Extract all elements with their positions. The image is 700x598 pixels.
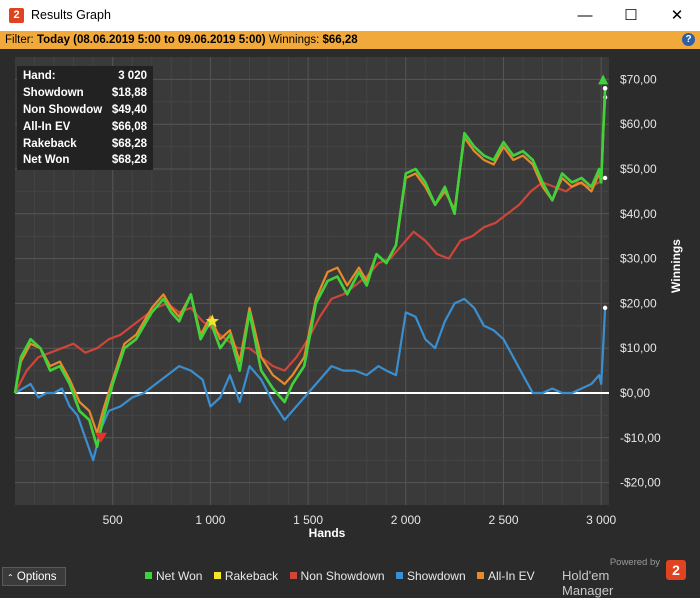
legend-label: Net Won [156, 569, 203, 583]
filter-bar: Filter: Today (08.06.2019 5:00 to 09.06.… [0, 31, 700, 49]
summary-row-all-in-ev: All-In EV $66,08 [23, 121, 149, 138]
series-end-point [602, 86, 608, 91]
x-tick-label: 2 500 [488, 513, 518, 527]
branding: Powered by Hold'em Manager 2 [562, 556, 692, 598]
y-tick-label: $20,00 [620, 296, 657, 310]
help-icon[interactable]: ? [682, 33, 695, 46]
y-tick-label: $60,00 [620, 117, 657, 131]
caret-up-icon: ⌃ [7, 573, 14, 582]
summary-row-hand: Hand: 3 020 [23, 70, 149, 87]
summary-label: Net Won [23, 154, 70, 166]
rakeback-star-marker [205, 314, 219, 327]
series-end-point [602, 175, 608, 181]
series-line-net-won [13, 88, 607, 449]
summary-label: Hand: [23, 70, 56, 82]
legend-label: Rakeback [224, 569, 279, 583]
y-tick-label: -$10,00 [620, 431, 661, 445]
y-tick-label: $50,00 [620, 162, 657, 176]
powered-by-text: Powered by [609, 557, 660, 568]
close-icon[interactable]: ✕ [670, 7, 684, 24]
legend-swatch [395, 572, 403, 579]
summary-value: $49,40 [111, 104, 147, 116]
x-tick-label: 1 500 [293, 513, 323, 527]
winnings-value: $66,28 [322, 34, 358, 46]
legend-item-net-won[interactable]: Net Won [145, 569, 202, 583]
series-line-showdown [14, 297, 607, 462]
legend: Net Won Rakeback Non Showdown Showdown A… [145, 569, 543, 583]
summary-row-net-won: Net Won $68,28 [23, 154, 149, 171]
legend-label: All-In EV [488, 569, 535, 583]
legend-label: Showdown [406, 569, 466, 583]
legend-swatch [145, 572, 152, 579]
summary-panel: Hand: 3 020 Showdown $18,88 Non Showdown… [17, 66, 153, 170]
min-triangle-marker [94, 432, 107, 443]
y-axis-label: Winnings [669, 239, 683, 293]
series-line-all-in-ev [13, 97, 607, 435]
window-title: Results Graph [31, 8, 111, 22]
x-tick-label: 1 000 [195, 513, 225, 527]
summary-label: Rakeback [23, 138, 77, 150]
x-axis-label: Hands [309, 526, 346, 540]
options-button[interactable]: ⌃ Options [2, 567, 66, 586]
y-tick-label: $70,00 [620, 72, 657, 86]
y-tick-label: -$20,00 [620, 476, 661, 490]
summary-label: Showdown [23, 87, 84, 99]
summary-value: $66,08 [111, 121, 147, 133]
legend-item-all-in-ev[interactable]: All-In EV [477, 569, 535, 583]
filter-label: Filter: [5, 34, 34, 46]
filter-value: Today (08.06.2019 5:00 to 09.06.2019 5:0… [36, 34, 266, 46]
legend-swatch [477, 572, 484, 579]
summary-row-showdown: Showdown $18,88 [23, 87, 149, 104]
legend-item-rakeback[interactable]: Rakeback [213, 569, 279, 583]
legend-label: Non Showdown [300, 569, 385, 583]
max-triangle-marker [598, 74, 609, 85]
legend-item-non-showdown[interactable]: Non Showdown [289, 569, 385, 583]
bottom-bar: ⌃ Options [0, 565, 700, 589]
options-label: Options [16, 571, 57, 583]
summary-value: $18,88 [111, 87, 147, 99]
summary-value: 3 020 [118, 70, 147, 82]
x-tick-label: 500 [103, 513, 123, 527]
legend-item-showdown[interactable]: Showdown [395, 569, 466, 583]
series-end-point [602, 305, 608, 311]
summary-row-rakeback: Rakeback $68,28 [23, 138, 149, 155]
maximize-icon[interactable]: ☐ [624, 7, 638, 24]
y-tick-label: $30,00 [620, 252, 657, 266]
minimize-icon[interactable]: — [577, 7, 593, 24]
summary-label: All-In EV [23, 121, 71, 133]
app-logo-icon: 2 [9, 8, 24, 23]
y-tick-label: $10,00 [620, 341, 657, 355]
series-line-non-showdown [14, 176, 606, 394]
x-tick-label: 3 000 [586, 513, 616, 527]
y-tick-label: $0,00 [620, 386, 650, 400]
x-tick-label: 2 000 [391, 513, 421, 527]
legend-swatch [213, 572, 221, 579]
brand-name: Hold'em Manager [562, 568, 614, 598]
legend-swatch [289, 572, 297, 579]
summary-value: $68,28 [111, 138, 147, 150]
brand-logo-icon: 2 [666, 560, 686, 580]
summary-label: Non Showdown [23, 104, 103, 116]
summary-value: $68,28 [111, 154, 147, 166]
title-bar: 2 Results Graph — ☐ ✕ [0, 0, 700, 31]
winnings-label: Winnings: [268, 34, 320, 46]
y-tick-label: $40,00 [620, 207, 657, 221]
summary-row-non-showdown: Non Showdown $49,40 [23, 104, 149, 121]
